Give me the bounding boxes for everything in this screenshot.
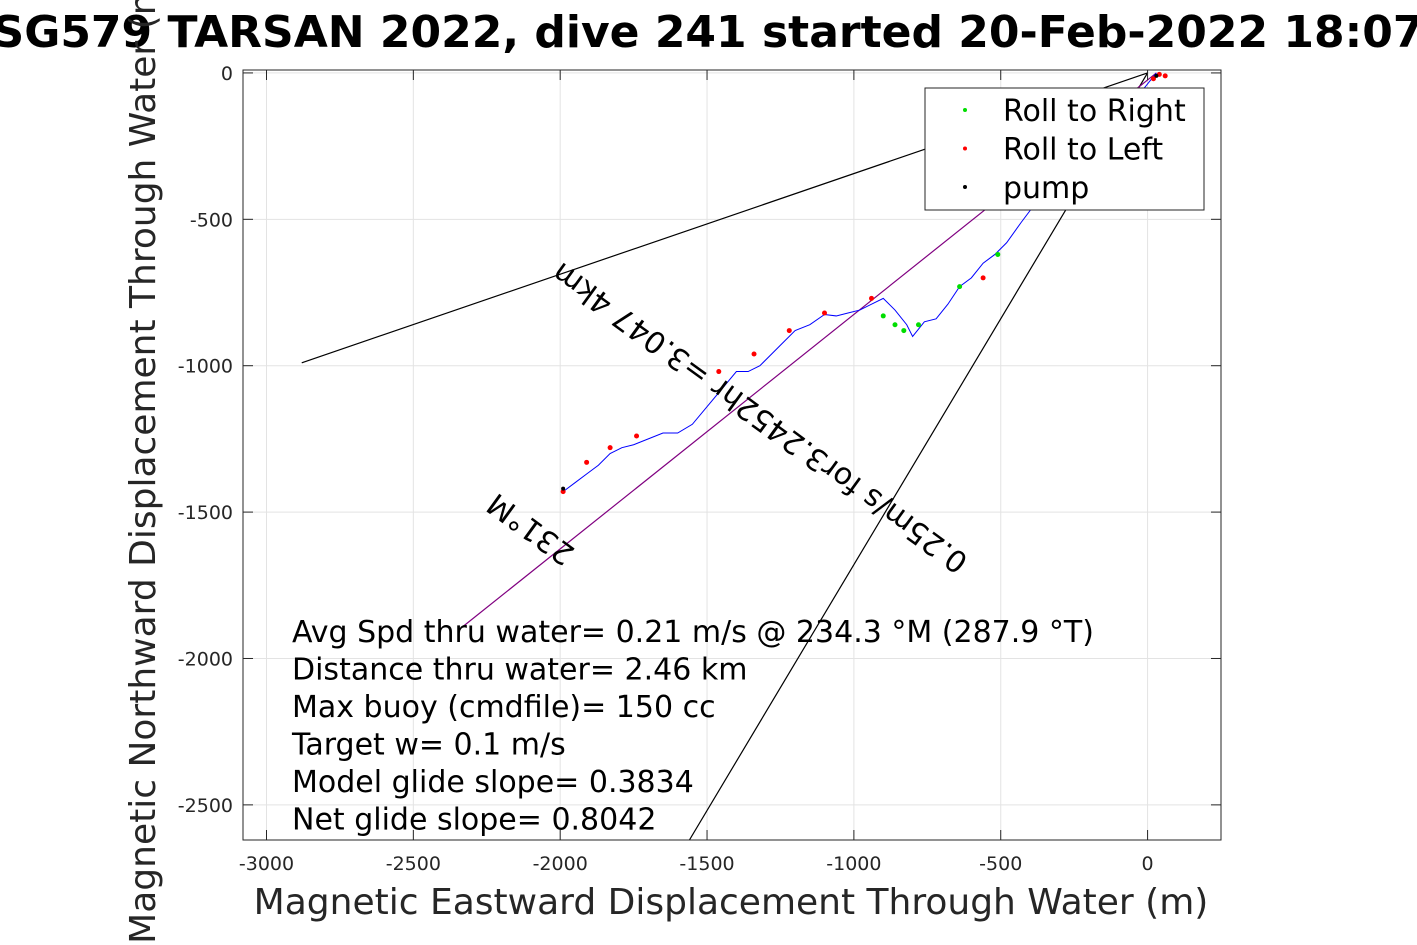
roll-left-point xyxy=(869,295,875,301)
stat-line: Model glide slope= 0.3834 xyxy=(292,765,694,800)
roll-right-point xyxy=(915,322,921,328)
legend-label: Roll to Left xyxy=(1003,133,1163,168)
grid-lines xyxy=(243,70,1221,840)
y-tick-label: -1000 xyxy=(178,356,233,378)
roll-right-point xyxy=(957,284,963,290)
legend-box xyxy=(924,87,1205,211)
glider-track-line xyxy=(562,72,1157,492)
x-tick-label: -2500 xyxy=(386,853,441,875)
legend-marker xyxy=(963,146,967,151)
y-tick-label: -2500 xyxy=(178,795,233,817)
stat-line: Avg Spd thru water= 0.21 m/s @ 234.3 °M … xyxy=(292,615,1094,650)
y-tick-label: -500 xyxy=(190,209,233,231)
legend-marker xyxy=(963,108,967,112)
y-axis-label: Magnetic Northward Displacement Through … xyxy=(123,0,164,944)
pump-point xyxy=(1154,73,1159,78)
track-group xyxy=(562,72,1157,492)
plot-frame xyxy=(242,69,1222,841)
x-tick-label: 0 xyxy=(1142,853,1154,875)
chart-title: SG579 TARSAN 2022, dive 241 started 20-F… xyxy=(0,7,1417,58)
y-tick-label: -1500 xyxy=(178,502,233,524)
pump-point xyxy=(561,486,566,491)
legend-label: Roll to Right xyxy=(1003,94,1186,129)
roll-left-point xyxy=(1150,76,1156,82)
stat-line: Max buoy (cmdfile)= 150 cc xyxy=(292,690,716,725)
roll-left-point xyxy=(980,275,986,281)
y-tick-label: 0 xyxy=(221,63,233,85)
roll-right-point xyxy=(995,251,1001,257)
legend-label: pump xyxy=(1003,171,1089,206)
marker-group xyxy=(560,71,1168,495)
roll-left-point xyxy=(607,445,613,451)
x-tick-label: -1500 xyxy=(679,853,734,875)
roll-left-point xyxy=(634,433,640,439)
x-tick-label: -2000 xyxy=(533,853,588,875)
roll-left-point xyxy=(716,369,722,375)
x-axis-label: Magnetic Eastward Displacement Through W… xyxy=(254,882,1209,923)
stats-block: Avg Spd thru water= 0.21 m/s @ 234.3 °M … xyxy=(291,615,1094,838)
x-tick-label: -500 xyxy=(979,853,1022,875)
stat-line: Distance thru water= 2.46 km xyxy=(292,653,747,688)
y-tick-label: -2000 xyxy=(178,648,233,670)
roll-right-point xyxy=(901,328,907,334)
roll-left-point xyxy=(1162,73,1168,79)
roll-left-point xyxy=(560,489,566,495)
x-tick-label: -1000 xyxy=(826,853,881,875)
roll-left-point xyxy=(584,459,590,465)
roll-left-point xyxy=(751,351,757,357)
x-tick-label: -3000 xyxy=(239,853,294,875)
stat-line: Net glide slope= 0.8042 xyxy=(292,803,656,838)
roll-left-point xyxy=(786,328,792,334)
legend-marker xyxy=(963,185,967,189)
axis-ticks: -3000 -2500 -2000 -1500 -1000 -500 0 0 -500 -1000… xyxy=(178,63,1221,875)
roll-left-point xyxy=(822,310,828,316)
roll-right-point xyxy=(892,322,898,328)
stat-line: Target w= 0.1 m/s xyxy=(291,728,566,763)
roll-right-point xyxy=(880,313,886,319)
